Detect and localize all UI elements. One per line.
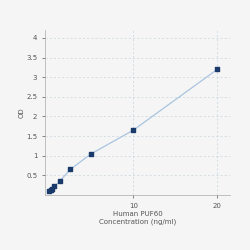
Point <box>89 152 93 156</box>
Y-axis label: OD: OD <box>19 107 25 118</box>
Point <box>68 168 72 172</box>
Point <box>58 179 62 183</box>
Point <box>47 189 51 193</box>
Point <box>50 187 54 191</box>
Point <box>216 67 220 71</box>
Point <box>52 184 56 188</box>
Point <box>48 188 52 192</box>
X-axis label: Human PUF60
Concentration (ng/ml): Human PUF60 Concentration (ng/ml) <box>99 212 176 225</box>
Point <box>131 128 135 132</box>
